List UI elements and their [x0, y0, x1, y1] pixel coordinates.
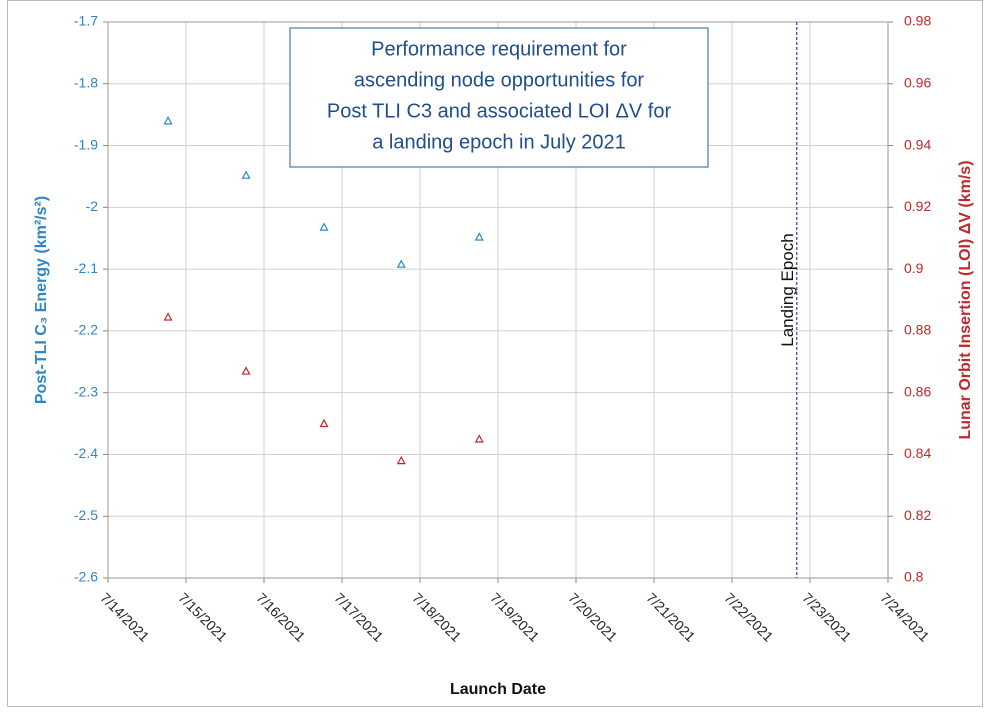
x-tick-label: 7/22/2021	[721, 589, 777, 645]
y-tick-label: -1.7	[74, 13, 98, 29]
y-tick-label: -2	[86, 198, 99, 214]
y2-tick-label: 0.82	[904, 507, 931, 523]
x-tick-label: 7/14/2021	[97, 589, 153, 645]
y2-tick-label: 0.9	[904, 260, 924, 276]
marker	[319, 418, 329, 428]
y-tick-label: -2.3	[74, 383, 98, 399]
marker	[396, 259, 406, 268]
title-line: Performance requirement for	[371, 38, 627, 60]
y2-tick-label: 0.94	[904, 136, 931, 152]
y-tick-label: -1.9	[74, 136, 98, 152]
x-tick-label: 7/15/2021	[175, 589, 231, 645]
y-tick-label: -2.5	[74, 507, 98, 523]
title-line: Post TLI C3 and associated LOI ΔV for	[327, 100, 672, 122]
marker	[319, 222, 329, 231]
x-tick-label: 7/21/2021	[643, 589, 699, 645]
marker	[241, 170, 251, 179]
x-tick-label: 7/16/2021	[253, 589, 309, 645]
y2-tick-label: 0.98	[904, 13, 931, 29]
y2-tick-label: 0.84	[904, 445, 931, 461]
y-tick-label: -1.8	[74, 74, 98, 90]
marker	[163, 312, 173, 321]
y2-tick-label: 0.88	[904, 322, 931, 338]
y-tick-label: -2.1	[74, 260, 98, 276]
y-axis-label: Post-TLI C₃ Energy (km²/s²)	[33, 196, 50, 404]
x-tick-label: 7/18/2021	[409, 589, 465, 645]
marker	[474, 232, 484, 241]
y2-tick-label: 0.86	[904, 383, 931, 399]
landing-epoch-label: Landing Epoch	[778, 233, 797, 346]
title-box	[289, 27, 709, 168]
x-tick-label: 7/23/2021	[799, 589, 855, 645]
plot-frame	[107, 21, 889, 579]
y2-tick-label: 0.8	[904, 569, 924, 585]
y-tick-label: -2.6	[74, 569, 98, 585]
chart-border	[7, 0, 983, 707]
y2-tick-label: 0.92	[904, 198, 931, 214]
x-tick-label: 7/24/2021	[877, 589, 933, 645]
x-tick-label: 7/17/2021	[331, 589, 387, 645]
x-axis-label: Launch Date	[450, 681, 546, 698]
marker	[241, 366, 251, 375]
x-tick-label: 7/20/2021	[565, 589, 621, 645]
title-line: a landing epoch in July 2021	[372, 131, 626, 153]
y-tick-label: -2.2	[74, 322, 98, 338]
y2-tick-label: 0.96	[904, 74, 931, 90]
y-tick-label: -2.4	[74, 445, 98, 461]
x-tick-label: 7/19/2021	[487, 589, 543, 645]
marker	[396, 455, 406, 465]
title-line: ascending node opportunities for	[354, 69, 645, 91]
marker	[474, 434, 484, 443]
marker	[163, 116, 173, 125]
y2-axis-label: Lunar Orbit Insertion (LOI) ΔV (km/s)	[957, 160, 974, 439]
